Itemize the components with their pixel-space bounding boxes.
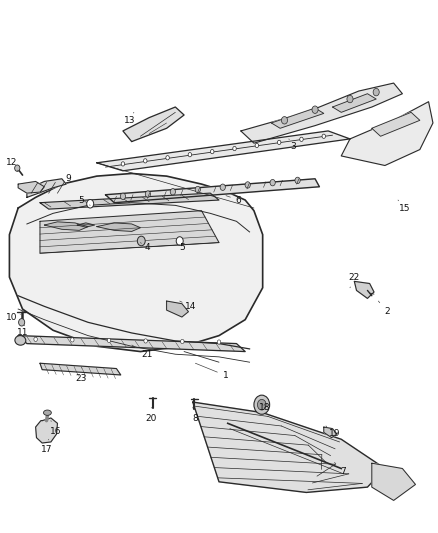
Polygon shape	[193, 402, 385, 492]
Polygon shape	[97, 223, 141, 231]
Text: 11: 11	[17, 325, 28, 337]
Text: 7: 7	[335, 463, 346, 475]
Circle shape	[245, 182, 250, 188]
Polygon shape	[97, 131, 350, 171]
Polygon shape	[18, 336, 245, 352]
Text: 8: 8	[192, 407, 198, 423]
Circle shape	[18, 319, 25, 326]
Polygon shape	[27, 179, 66, 197]
Circle shape	[254, 395, 270, 414]
Polygon shape	[44, 222, 88, 230]
Text: 6: 6	[226, 196, 241, 205]
Text: 9: 9	[66, 174, 71, 183]
Polygon shape	[40, 193, 219, 209]
Circle shape	[277, 140, 281, 144]
Polygon shape	[166, 301, 188, 317]
Polygon shape	[241, 83, 403, 143]
Text: 14: 14	[180, 301, 196, 311]
Text: 13: 13	[124, 112, 135, 125]
Polygon shape	[372, 463, 416, 500]
Circle shape	[295, 177, 300, 183]
Circle shape	[347, 95, 353, 103]
Circle shape	[176, 237, 183, 245]
Circle shape	[300, 137, 303, 141]
Circle shape	[322, 134, 325, 139]
Circle shape	[270, 180, 275, 186]
Text: 16: 16	[49, 421, 61, 436]
Text: 20: 20	[146, 408, 157, 423]
Text: 10: 10	[6, 312, 20, 321]
Polygon shape	[35, 418, 57, 443]
Text: 5: 5	[78, 196, 90, 205]
Circle shape	[211, 149, 214, 154]
Polygon shape	[354, 281, 374, 298]
Text: 12: 12	[6, 158, 18, 171]
Circle shape	[180, 340, 184, 344]
Circle shape	[138, 236, 145, 246]
Polygon shape	[123, 107, 184, 142]
Polygon shape	[272, 108, 324, 128]
Circle shape	[34, 337, 37, 342]
Circle shape	[220, 184, 226, 190]
Ellipse shape	[15, 336, 26, 345]
Text: 15: 15	[398, 200, 410, 213]
Circle shape	[312, 106, 318, 114]
Text: 3: 3	[289, 139, 296, 151]
Polygon shape	[324, 427, 337, 438]
Circle shape	[71, 338, 74, 342]
Text: 1: 1	[195, 363, 229, 380]
Circle shape	[258, 399, 266, 410]
Text: 23: 23	[76, 368, 87, 383]
Circle shape	[282, 117, 288, 124]
Circle shape	[170, 189, 176, 195]
Ellipse shape	[43, 410, 51, 415]
Circle shape	[217, 340, 221, 344]
Text: 22: 22	[349, 273, 360, 288]
Circle shape	[255, 143, 258, 148]
Text: 21: 21	[132, 345, 153, 359]
Text: 18: 18	[259, 403, 271, 412]
Polygon shape	[332, 94, 376, 112]
Polygon shape	[77, 223, 95, 227]
Circle shape	[14, 165, 20, 171]
Circle shape	[107, 338, 111, 343]
Circle shape	[87, 199, 94, 208]
Circle shape	[145, 191, 151, 197]
Polygon shape	[372, 112, 420, 136]
Text: 4: 4	[141, 243, 150, 253]
Circle shape	[166, 156, 170, 160]
Polygon shape	[40, 211, 219, 253]
Circle shape	[188, 152, 192, 157]
Circle shape	[195, 187, 201, 193]
Polygon shape	[40, 364, 121, 375]
Polygon shape	[341, 102, 433, 165]
Circle shape	[144, 159, 147, 163]
Polygon shape	[106, 179, 319, 203]
Polygon shape	[10, 173, 263, 352]
Circle shape	[373, 88, 379, 96]
Polygon shape	[18, 181, 44, 193]
Circle shape	[121, 162, 125, 166]
Circle shape	[233, 147, 236, 151]
Text: 2: 2	[378, 301, 390, 316]
Text: 17: 17	[41, 439, 52, 455]
Text: 5: 5	[179, 244, 185, 253]
Circle shape	[120, 193, 126, 199]
Circle shape	[144, 339, 148, 343]
Text: 19: 19	[326, 426, 340, 439]
